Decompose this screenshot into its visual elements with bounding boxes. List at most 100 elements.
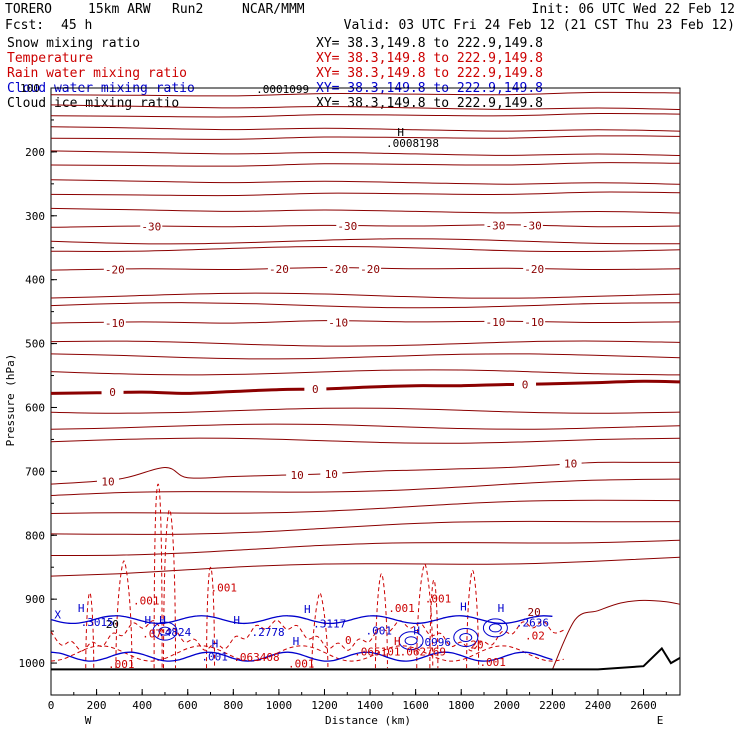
- rain-contour: [206, 566, 216, 669]
- rain-contour: [429, 579, 439, 669]
- isotherm-label: -10: [524, 316, 544, 329]
- isotherm-line: [50, 499, 681, 514]
- x-tick-label: 2200: [539, 699, 566, 712]
- isotherm-0: [50, 379, 681, 395]
- contour-annotation: H: [233, 614, 240, 627]
- y-tick-label: 300: [25, 210, 45, 223]
- isotherm-label: -30: [337, 220, 357, 233]
- isotherm-label: -30: [522, 219, 542, 232]
- isotherm-label-bg: [327, 316, 350, 328]
- isotherm-line: [50, 556, 681, 577]
- rain-contour: [416, 563, 434, 669]
- rain-envelope: [50, 645, 564, 662]
- contour-annotation: .001: [388, 602, 415, 615]
- isotherm-line: [50, 126, 681, 132]
- contour-annotation: .0001099: [256, 83, 309, 96]
- legend-field-xy: XY= 38.3,149.8 to 222.9,149.8: [316, 36, 543, 51]
- legend-field-xy: XY= 38.3,149.8 to 222.9,149.8: [316, 96, 543, 111]
- isotherm-10: [50, 461, 680, 485]
- isotherm-line: [50, 340, 681, 347]
- isotherm-line: [50, 112, 681, 118]
- contour-annotation: .001: [366, 624, 393, 637]
- isotherm-label: -10: [485, 316, 505, 329]
- isotherm-label: 20: [528, 606, 541, 619]
- plot-frame: [50, 87, 681, 696]
- x-tick-label: 200: [87, 699, 107, 712]
- contour-annotation: X: [54, 608, 61, 621]
- rain-contour: [466, 569, 480, 669]
- isotherm-line: [50, 369, 681, 376]
- y-tick-label: 200: [25, 146, 45, 159]
- isotherm-label: -20: [105, 263, 125, 276]
- contour-annotation: 0: [345, 634, 352, 647]
- contour-annotation: H: [144, 614, 151, 627]
- cloud-water-bottom: [50, 651, 553, 662]
- y-tick-label: 1000: [19, 657, 46, 670]
- isotherm-label-bg: [359, 262, 382, 274]
- header-run: Run2: [172, 2, 203, 17]
- isotherm-label-bg: [103, 263, 126, 275]
- isotherm-label: -20: [524, 263, 544, 276]
- header-resolution: 15km ARW: [88, 2, 151, 17]
- isotherm-line: [50, 302, 681, 309]
- isotherm-label-bg: [286, 469, 309, 481]
- contour-annotation: .3117: [313, 617, 346, 630]
- cloud-water-cell: [404, 636, 418, 646]
- isotherm-line: [50, 179, 681, 185]
- isotherm-label: 0: [109, 386, 116, 399]
- isotherm-label-bg: [140, 220, 163, 232]
- isotherm-line: [50, 539, 681, 556]
- header-init: Init: 06 UTC Wed 22 Feb 12: [532, 2, 736, 17]
- isotherm-label-bg: [559, 457, 582, 469]
- x-tick-label: 1600: [402, 699, 429, 712]
- contour-annotation: H: [293, 635, 300, 648]
- isotherm-label-bg: [304, 382, 327, 394]
- contour-annotation: .0008198: [386, 137, 439, 150]
- x-tick-label: 2000: [494, 699, 521, 712]
- isotherm-label-bg: [523, 315, 546, 327]
- isotherm-line: [50, 407, 681, 414]
- x-end-label-east: E: [657, 714, 664, 727]
- legend-field-xy: XY= 38.3,149.8 to 222.9,149.8: [316, 66, 543, 81]
- contour-annotation: 20: [470, 638, 483, 651]
- isotherm-label-bg: [520, 219, 543, 231]
- isotherm-label: -20: [360, 263, 380, 276]
- isotherm-line: [50, 238, 681, 245]
- isotherm-line: [50, 353, 681, 360]
- contour-annotation: H: [460, 601, 467, 614]
- cloud-water-contours: [50, 615, 553, 662]
- y-tick-label: 900: [25, 593, 45, 606]
- x-end-label-west: W: [85, 714, 92, 727]
- contour-annotation: .2636: [516, 617, 549, 630]
- isotherm-label-bg: [514, 378, 537, 390]
- y-top-label: 100: [20, 82, 40, 95]
- isotherm-line: [50, 104, 681, 110]
- isotherm-line: [50, 191, 681, 197]
- contour-annotation: .2778: [252, 626, 285, 639]
- isotherm-label: 0: [312, 383, 319, 396]
- isotherm-line: [50, 423, 681, 430]
- header-valid: Valid: 03 UTC Fri 24 Feb 12 (21 CST Thu …: [344, 18, 735, 33]
- legend-field-xy: XY= 38.3,149.8 to 222.9,149.8: [316, 51, 543, 66]
- legend-field-name: Snow mixing ratio: [7, 36, 140, 51]
- isotherm-label: 10: [564, 458, 577, 471]
- contour-annotation: .062769: [400, 645, 446, 658]
- x-tick-label: 1200: [311, 699, 338, 712]
- isotherm-label: -30: [141, 221, 161, 234]
- x-tick-label: 2600: [630, 699, 657, 712]
- y-tick-label: 700: [25, 465, 45, 478]
- isotherm-line: [50, 520, 681, 535]
- x-tick-label: 800: [223, 699, 243, 712]
- isotherm-label-bg: [267, 262, 290, 274]
- x-tick-label: 1000: [266, 699, 293, 712]
- contour-annotation: .063408: [233, 651, 279, 664]
- isotherm-20: [551, 599, 681, 670]
- contour-annotation: .001: [201, 650, 228, 663]
- cloud-water-top: [50, 615, 553, 625]
- isotherm-label-bg: [103, 317, 126, 329]
- temperature-isotherms: -30 -30 -30 -30 -20 -20 -20 -20 -20 -10 -10 -10 -10 0…: [50, 91, 681, 670]
- contour-annotation: H: [78, 602, 85, 615]
- contour-annotation: .3015: [81, 616, 114, 629]
- header-model: TORERO: [5, 2, 52, 17]
- isotherm-label: 10: [101, 476, 114, 489]
